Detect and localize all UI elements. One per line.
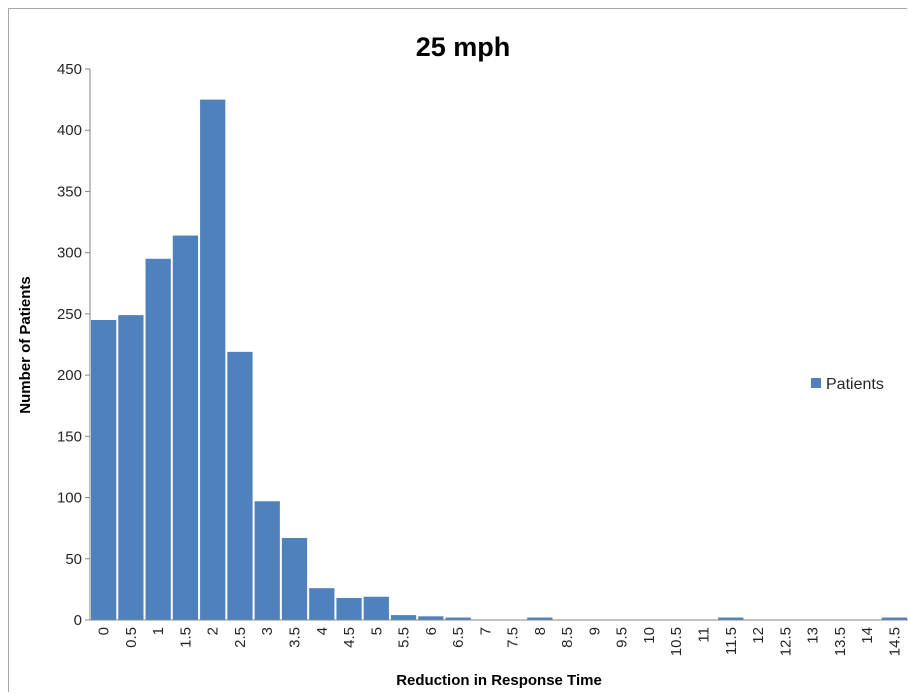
x-tick-label: 4 [314, 627, 331, 635]
bar [200, 99, 226, 621]
bar [227, 351, 253, 620]
chart-frame [8, 8, 907, 692]
legend-swatch [811, 378, 821, 388]
x-tick-label: 1.5 [177, 627, 194, 648]
y-tick-label: 350 [57, 183, 82, 200]
bar [309, 588, 335, 620]
bars [91, 99, 907, 621]
x-tick-label: 4.5 [341, 627, 358, 648]
legend: Patients [811, 376, 884, 393]
bar [91, 320, 117, 620]
x-tick-label: 9.5 [614, 627, 631, 648]
x-tick-label: 11.5 [723, 627, 740, 655]
x-tick-label: 14.5 [886, 627, 903, 656]
x-tick-label: 1 [150, 627, 167, 635]
x-axis-title: Reduction in Response Time [396, 672, 602, 689]
x-tick-label: 7 [477, 627, 494, 635]
x-tick-label: 6.5 [450, 627, 467, 648]
bar [527, 617, 553, 620]
y-tick-label: 50 [65, 551, 82, 568]
bar [118, 315, 144, 620]
bar [281, 537, 308, 620]
x-axis: 0 0.5 1 1.5 2 2.5 3 3.5 4 4.5 5 5.5 6 6.5 7 7.5 8 8.5 9 9.5… [90, 619, 908, 656]
x-tick-label: 14 [859, 627, 876, 644]
x-tick-label: 13 [805, 627, 822, 644]
bar [254, 501, 280, 620]
bar [445, 617, 471, 620]
legend-label: Patients [826, 376, 884, 393]
x-tick-label: 10.5 [668, 627, 685, 656]
bar [145, 258, 171, 620]
bar [881, 617, 907, 620]
y-tick-label: 150 [57, 428, 82, 445]
x-tick-label: 2 [205, 627, 222, 635]
x-tick-label: 7.5 [505, 627, 522, 648]
chart-title: 25 mph [416, 32, 511, 62]
y-axis: 0 50 100 150 200 250 300 350 400 450 [57, 61, 91, 629]
x-tick-label: 12 [750, 627, 767, 644]
x-tick-label: 5 [368, 627, 385, 635]
bar [390, 615, 417, 620]
y-tick-label: 250 [57, 306, 82, 323]
x-tick-label: 10 [641, 627, 658, 644]
y-tick-label: 450 [57, 61, 82, 78]
y-tick-label: 0 [74, 612, 82, 629]
x-tick-label: 6 [423, 627, 440, 635]
y-tick-label: 300 [57, 245, 82, 262]
x-tick-label: 3 [259, 627, 276, 635]
y-tick-label: 100 [57, 490, 82, 507]
y-tick-label: 400 [57, 122, 82, 139]
x-tick-label: 0 [96, 627, 113, 635]
x-tick-label: 13.5 [832, 627, 849, 656]
bar [172, 235, 199, 620]
x-tick-label: 11 [696, 627, 713, 643]
bar [363, 596, 389, 620]
x-tick-label: 8 [532, 627, 549, 635]
y-axis-title: Number of Patients [17, 276, 34, 414]
x-tick-label: 3.5 [287, 627, 304, 648]
x-tick-label: 2.5 [232, 627, 249, 648]
bar [718, 617, 744, 620]
y-tick-label: 200 [57, 367, 82, 384]
bar [336, 597, 362, 620]
x-tick-label: 5.5 [396, 627, 413, 648]
bar [418, 616, 444, 620]
x-tick-label: 9 [586, 627, 603, 635]
x-tick-label: 12.5 [777, 627, 794, 656]
x-tick-label: 0.5 [123, 627, 140, 648]
x-tick-label: 8.5 [559, 627, 576, 648]
